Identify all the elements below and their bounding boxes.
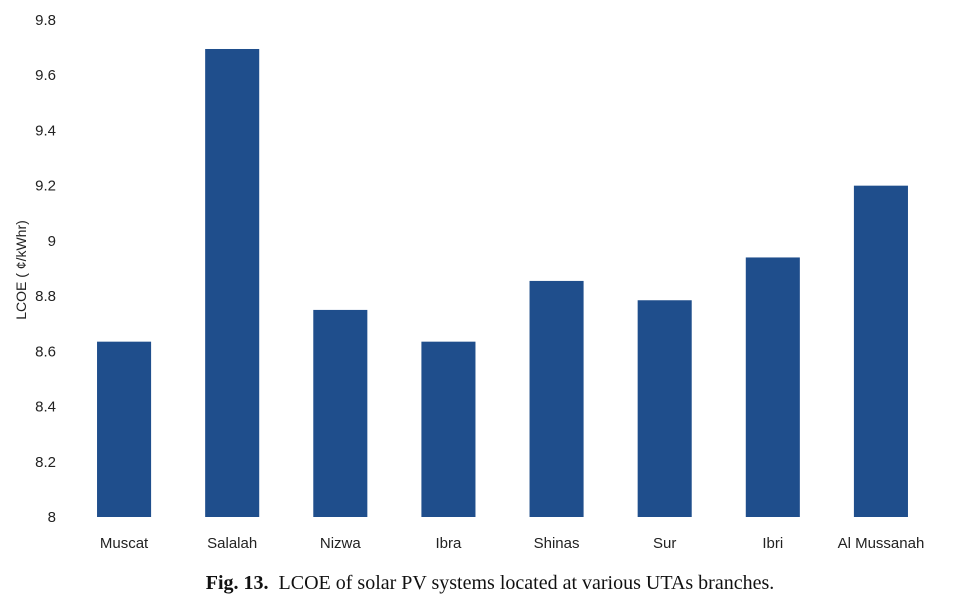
- y-axis-title: LCOE ( ¢/kWhr): [13, 220, 29, 320]
- y-tick-label: 8: [48, 509, 56, 526]
- y-tick-label: 9.4: [35, 122, 56, 139]
- x-tick-label: Al Mussanah: [838, 535, 925, 552]
- y-tick-label: 9.8: [35, 12, 56, 29]
- x-tick-label: Ibri: [762, 535, 783, 552]
- y-tick-label: 9.2: [35, 178, 56, 195]
- y-tick-label: 9.6: [35, 67, 56, 84]
- x-tick-label: Shinas: [534, 535, 580, 552]
- bar-chart: LCOE ( ¢/kWhr) 8 8.2 8.4 8.6 8.8 9 9.2 9.4 9.6 9.…: [13, 12, 924, 552]
- bars: [97, 48, 908, 517]
- bar-al-mussanah: [853, 185, 908, 517]
- y-tick-label: 8.6: [35, 343, 56, 360]
- x-tick-label: Sur: [653, 535, 676, 552]
- x-tick-label: Ibra: [436, 535, 463, 552]
- figure-label: Fig. 13.: [205, 572, 269, 594]
- bar-shinas: [529, 280, 584, 517]
- y-tick-label: 9: [48, 233, 56, 250]
- x-axis-ticks: Muscat Salalah Nizwa Ibra Shinas Sur Ibri Al Mu…: [100, 535, 924, 552]
- x-tick-label: Nizwa: [320, 535, 361, 552]
- y-tick-label: 8.4: [35, 399, 56, 416]
- bar-ibri: [745, 257, 800, 517]
- bar-nizwa: [313, 309, 368, 517]
- bar-ibra: [421, 341, 476, 517]
- bar-muscat: [97, 341, 152, 517]
- y-tick-label: 8.8: [35, 288, 56, 305]
- y-tick-label: 8.2: [35, 454, 56, 471]
- bar-sur: [637, 300, 692, 517]
- figure-caption-text: LCOE of solar PV systems located at vari…: [278, 572, 775, 594]
- x-tick-label: Muscat: [100, 535, 149, 552]
- x-tick-label: Salalah: [207, 535, 257, 552]
- bar-salalah: [205, 48, 260, 517]
- figure-caption: Fig. 13. LCOE of solar PV systems locate…: [0, 572, 980, 595]
- y-axis-ticks: 8 8.2 8.4 8.6 8.8 9 9.2 9.4 9.6 9.8: [35, 12, 56, 526]
